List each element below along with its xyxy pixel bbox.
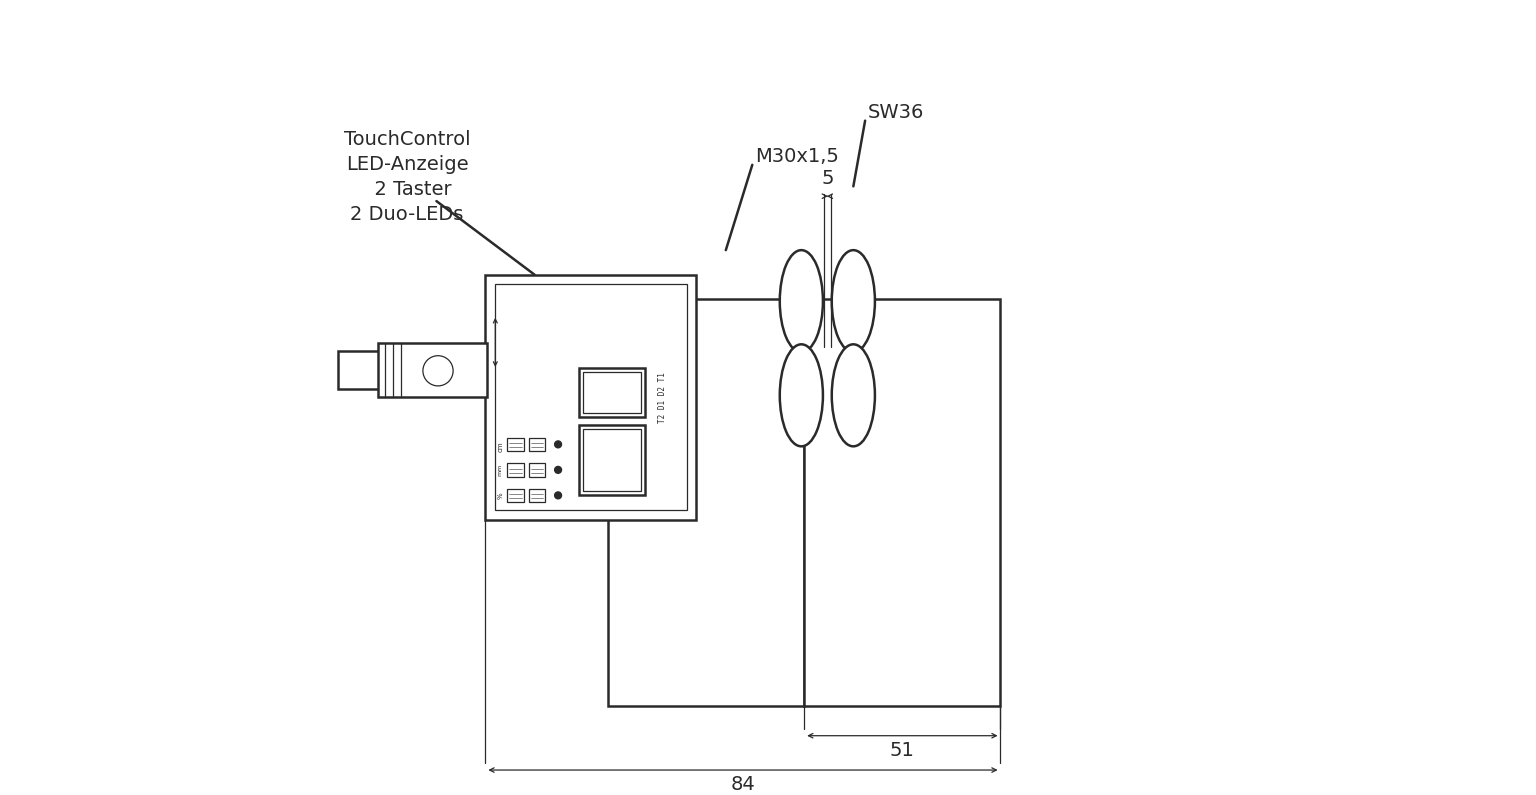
Bar: [582, 429, 642, 491]
Ellipse shape: [833, 344, 876, 446]
Bar: [528, 463, 545, 477]
Text: %: %: [498, 492, 504, 498]
Bar: [805, 299, 1000, 706]
Bar: [338, 351, 379, 390]
Bar: [608, 299, 805, 706]
Bar: [528, 437, 545, 452]
Bar: [378, 343, 487, 398]
Bar: [485, 274, 696, 520]
Bar: [507, 437, 524, 452]
Text: mm: mm: [498, 463, 502, 476]
Ellipse shape: [780, 344, 823, 446]
Circle shape: [554, 441, 562, 448]
Circle shape: [554, 467, 562, 473]
Circle shape: [554, 492, 562, 498]
Text: T2 D1 D2 T1: T2 D1 D2 T1: [657, 372, 667, 423]
Text: M12x1: M12x1: [498, 311, 516, 376]
Text: cm: cm: [498, 441, 504, 452]
Text: 84: 84: [731, 775, 756, 794]
Text: 51: 51: [889, 741, 915, 759]
Bar: [507, 488, 524, 502]
Bar: [507, 463, 524, 477]
Ellipse shape: [833, 250, 876, 352]
Bar: [495, 285, 687, 510]
Bar: [579, 425, 645, 495]
Bar: [582, 372, 642, 413]
Ellipse shape: [780, 250, 823, 352]
Text: TouchControl
LED-Anzeige
  2 Taster
2 Duo-LEDs: TouchControl LED-Anzeige 2 Taster 2 Duo-…: [344, 130, 470, 223]
Bar: [579, 368, 645, 417]
Text: SW36: SW36: [868, 103, 925, 122]
Bar: [528, 488, 545, 502]
Text: M30x1,5: M30x1,5: [756, 147, 839, 166]
Text: 5: 5: [822, 169, 834, 188]
